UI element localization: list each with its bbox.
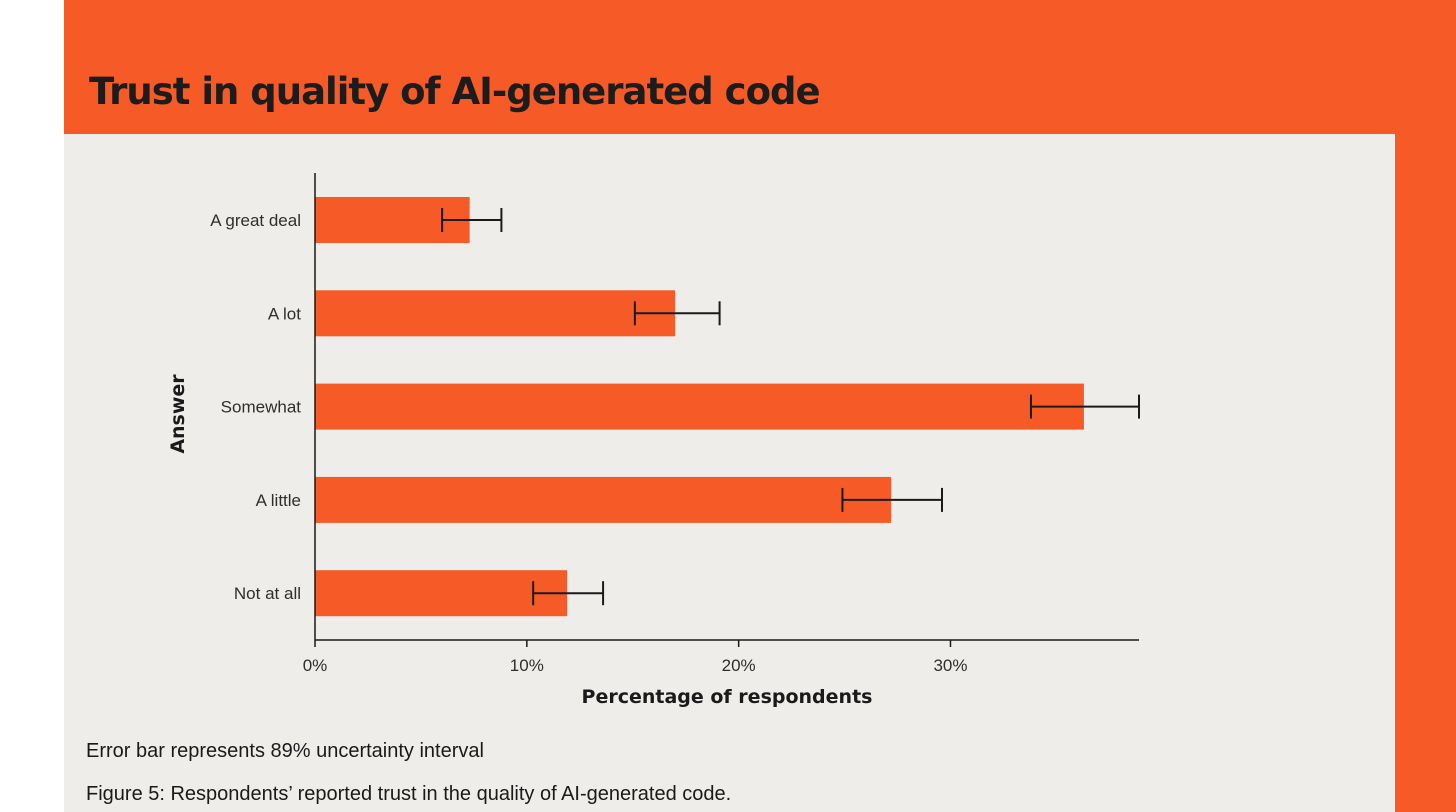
y-tick-label: A little: [256, 491, 301, 510]
x-tick-label: 10%: [510, 656, 544, 675]
x-tick-labels: 0% 10% 20% 30%: [303, 640, 967, 675]
bar-somewhat: [315, 383, 1084, 430]
error-bars-layer: [441, 208, 1140, 606]
error-bar-not-at-all: [532, 581, 605, 606]
page-title: Trust in quality of AI-generated code: [89, 70, 821, 113]
x-tick-label: 20%: [722, 656, 756, 675]
error-bar-a-great-deal: [441, 208, 503, 232]
x-tick-label: 30%: [933, 656, 967, 675]
y-tick-label: A great deal: [210, 211, 301, 230]
y-tick-labels: A great deal A lot Somewhat A little Not at …: [210, 211, 301, 603]
bar-not-at-all: [315, 570, 568, 617]
error-bar-somewhat: [1029, 394, 1140, 419]
y-tick-label: Not at all: [234, 584, 301, 603]
bar-a-lot: [315, 290, 676, 337]
chart-panel: [64, 134, 1395, 812]
bars-layer: [315, 197, 1084, 617]
figure-caption: Figure 5: Respondents’ reported trust in…: [86, 783, 732, 805]
axis-layer: [314, 173, 1139, 641]
x-tick-label: 0%: [303, 656, 328, 675]
error-bar-a-lot: [633, 301, 721, 326]
y-tick-label: A lot: [268, 304, 301, 323]
bar-a-little: [315, 476, 892, 523]
y-axis-title: Answer: [167, 374, 189, 454]
error-bar-note: Error bar represents 89% uncertainty int…: [86, 740, 484, 762]
y-tick-label: Somewhat: [221, 398, 302, 417]
error-bar-a-little: [841, 487, 944, 512]
x-axis-title: Percentage of respondents: [582, 686, 873, 708]
